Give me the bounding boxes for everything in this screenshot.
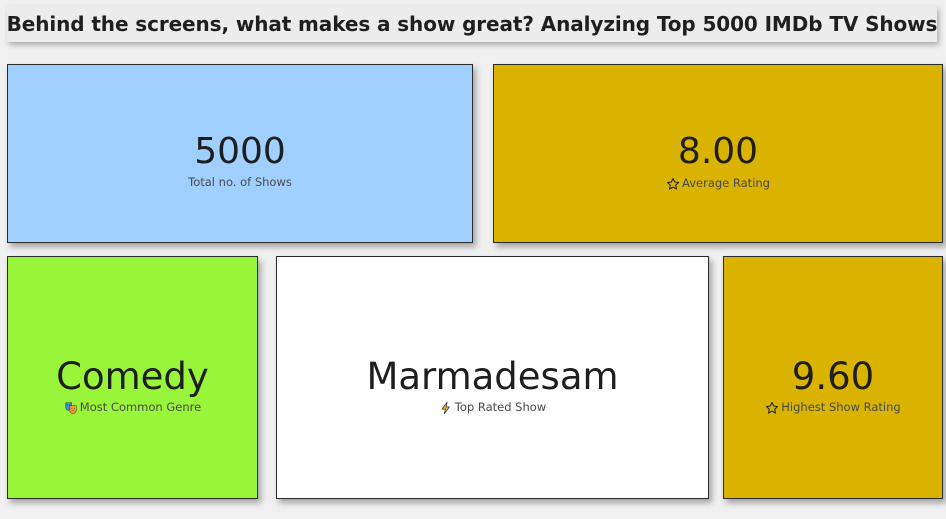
- title-banner: Behind the screens, what makes a show gr…: [7, 6, 937, 42]
- top-show-card[interactable]: Marmadesam Top Rated Show: [276, 256, 709, 499]
- common-genre-value: Comedy: [56, 355, 209, 398]
- highest-rating-label: Highest Show Rating: [781, 400, 901, 415]
- highest-rating-card[interactable]: 9.60 Highest Show Rating: [723, 256, 943, 499]
- top-show-label: Top Rated Show: [454, 400, 547, 415]
- average-rating-label: Average Rating: [682, 176, 770, 191]
- average-rating-label-row: Average Rating: [494, 177, 942, 191]
- common-genre-label: Most Common Genre: [79, 400, 202, 415]
- total-shows-value: 5000: [194, 131, 286, 172]
- top-show-value: Marmadesam: [366, 355, 619, 398]
- total-shows-card[interactable]: 5000 Total no. of Shows: [7, 64, 473, 243]
- total-shows-label-row: Total no. of Shows: [8, 175, 472, 189]
- average-rating-value: 8.00: [677, 131, 759, 172]
- star-icon: [765, 401, 779, 415]
- average-rating-card[interactable]: 8.00 Average Rating: [493, 64, 943, 243]
- lightning-icon: [439, 401, 453, 415]
- highest-rating-label-row: Highest Show Rating: [724, 401, 942, 415]
- total-shows-label: Total no. of Shows: [188, 175, 292, 189]
- theater-masks-icon: [64, 401, 78, 415]
- star-icon: [666, 177, 680, 191]
- common-genre-label-row: Most Common Genre: [8, 401, 257, 415]
- common-genre-card[interactable]: Comedy Most Common Genre: [7, 256, 258, 499]
- top-show-label-row: Top Rated Show: [277, 401, 708, 415]
- highest-rating-value: 9.60: [791, 355, 875, 398]
- page-title: Behind the screens, what makes a show gr…: [6, 12, 938, 36]
